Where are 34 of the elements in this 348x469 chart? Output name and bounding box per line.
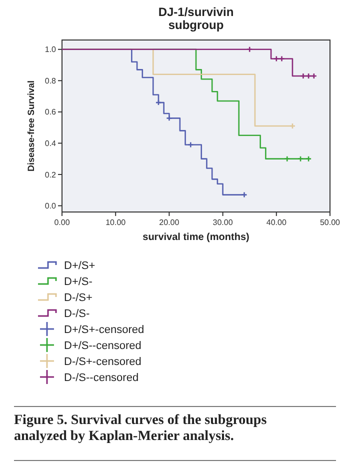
legend-label: D-/S--censored (64, 372, 139, 384)
y-tick-label: 0.2 (44, 170, 57, 180)
x-tick-label: 20.00 (159, 218, 180, 227)
y-tick-label: 0.8 (44, 76, 57, 86)
x-tick-label: 0.00 (54, 218, 70, 227)
point (273, 56, 280, 62)
legend-label: D+/S+-censored (64, 324, 144, 336)
y-tick-label: 0.0 (44, 202, 57, 211)
point (300, 72, 306, 80)
point (166, 115, 172, 122)
y-tick-label: 0.4 (44, 139, 57, 148)
legend-label: D+/S+ (64, 260, 96, 272)
x-tick-label: 30.00 (212, 218, 234, 227)
point (246, 46, 253, 53)
x-axis-title: survival time (months) (142, 232, 250, 243)
x-tick-label: 50.00 (320, 218, 341, 227)
point (155, 99, 162, 106)
x-tick-label: 40.00 (266, 218, 287, 227)
point (297, 156, 304, 162)
legend-label: D-/S+-censored (64, 356, 142, 368)
point (305, 72, 312, 80)
chart-title: DJ-1/survivin subgroup (158, 5, 234, 32)
y-tick-label: 1.0 (44, 45, 57, 54)
y-tick-label: 0.6 (44, 108, 57, 117)
legend-label: D-/S- (64, 308, 90, 320)
point (187, 142, 194, 148)
point (284, 156, 290, 162)
legend-label: D-/S+ (64, 292, 92, 304)
legend-label: D+/S--censored (64, 340, 142, 352)
y-axis-title: Disease-free Survival (26, 80, 36, 172)
caption: Figure 5. Survival curves of the subgroups analyzed by Kaplan-Merier analysis. (14, 413, 268, 444)
point (278, 56, 285, 62)
legend-label: D+/S- (64, 276, 93, 288)
x-tick-label: 10.00 (106, 218, 126, 227)
